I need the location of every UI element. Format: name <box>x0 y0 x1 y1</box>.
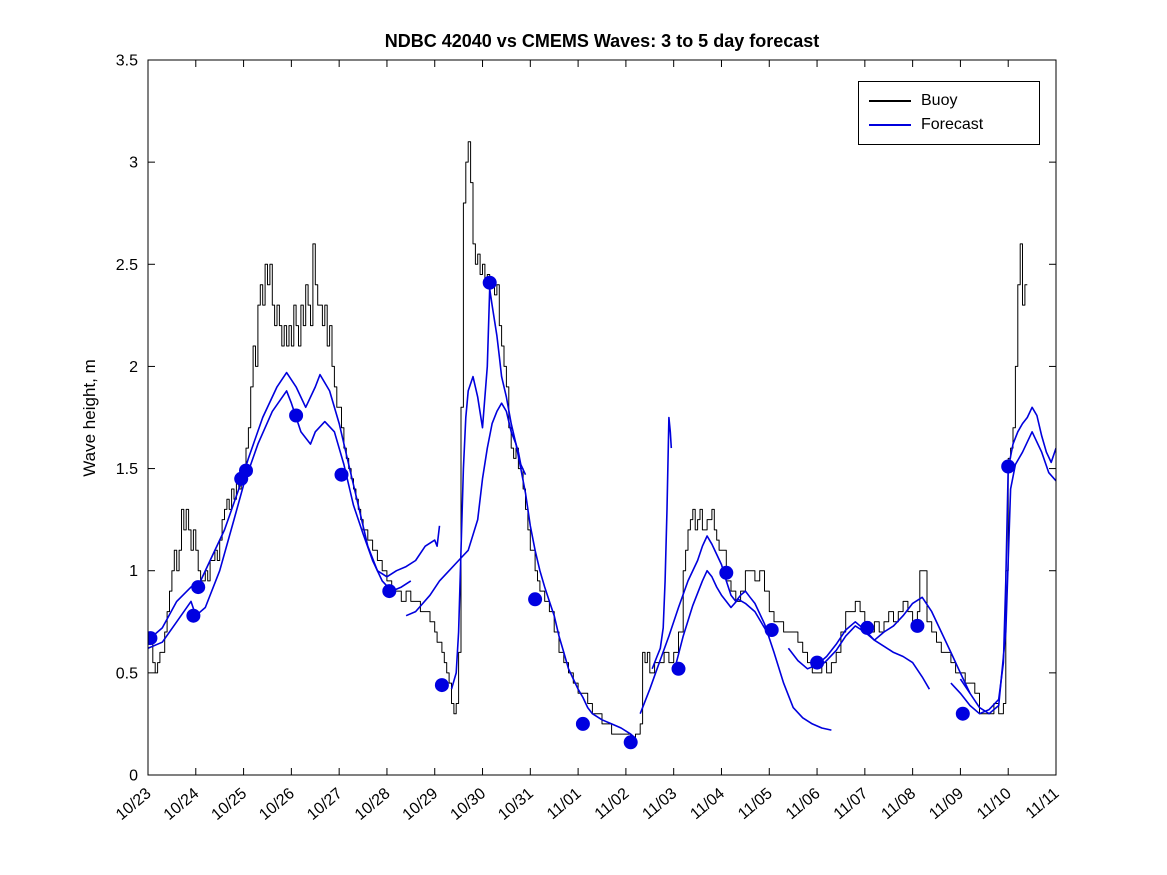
svg-text:11/06: 11/06 <box>783 785 824 823</box>
legend-label-forecast: Forecast <box>921 116 984 133</box>
svg-text:10/29: 10/29 <box>400 785 442 824</box>
svg-text:3.5: 3.5 <box>116 53 138 70</box>
y-axis-label: Wave height, m <box>80 359 99 477</box>
legend-label-buoy: Buoy <box>921 92 958 109</box>
svg-text:11/02: 11/02 <box>592 785 633 823</box>
svg-text:10/31: 10/31 <box>495 785 537 824</box>
svg-text:11/03: 11/03 <box>640 785 681 823</box>
buoy-line-sample <box>869 100 911 102</box>
svg-text:11/07: 11/07 <box>831 785 872 823</box>
svg-text:1: 1 <box>129 563 138 580</box>
chart-title: NDBC 42040 vs CMEMS Waves: 3 to 5 day fo… <box>384 31 820 51</box>
svg-text:11/09: 11/09 <box>926 785 967 823</box>
svg-text:1.5: 1.5 <box>116 461 138 478</box>
svg-text:11/08: 11/08 <box>879 785 920 823</box>
svg-text:11/05: 11/05 <box>735 785 776 823</box>
svg-text:11/04: 11/04 <box>687 785 728 823</box>
legend-entry-forecast: Forecast <box>869 113 1029 137</box>
legend-entry-buoy: Buoy <box>869 89 1029 113</box>
svg-text:11/10: 11/10 <box>974 785 1015 823</box>
svg-text:10/26: 10/26 <box>256 785 298 824</box>
svg-text:3: 3 <box>129 155 138 172</box>
svg-text:2.5: 2.5 <box>116 257 138 274</box>
svg-text:10/25: 10/25 <box>209 785 251 824</box>
svg-text:0.5: 0.5 <box>116 665 138 682</box>
svg-text:10/30: 10/30 <box>447 785 489 824</box>
svg-text:10/27: 10/27 <box>304 785 346 824</box>
svg-text:10/28: 10/28 <box>352 785 394 824</box>
svg-text:10/24: 10/24 <box>161 785 203 824</box>
svg-text:10/23: 10/23 <box>113 785 155 824</box>
chart-legend: Buoy Forecast <box>858 81 1040 145</box>
forecast-line-sample <box>869 124 911 126</box>
svg-text:2: 2 <box>129 359 138 376</box>
svg-text:11/01: 11/01 <box>544 785 585 823</box>
svg-text:0: 0 <box>129 768 138 785</box>
svg-text:11/11: 11/11 <box>1023 785 1063 822</box>
